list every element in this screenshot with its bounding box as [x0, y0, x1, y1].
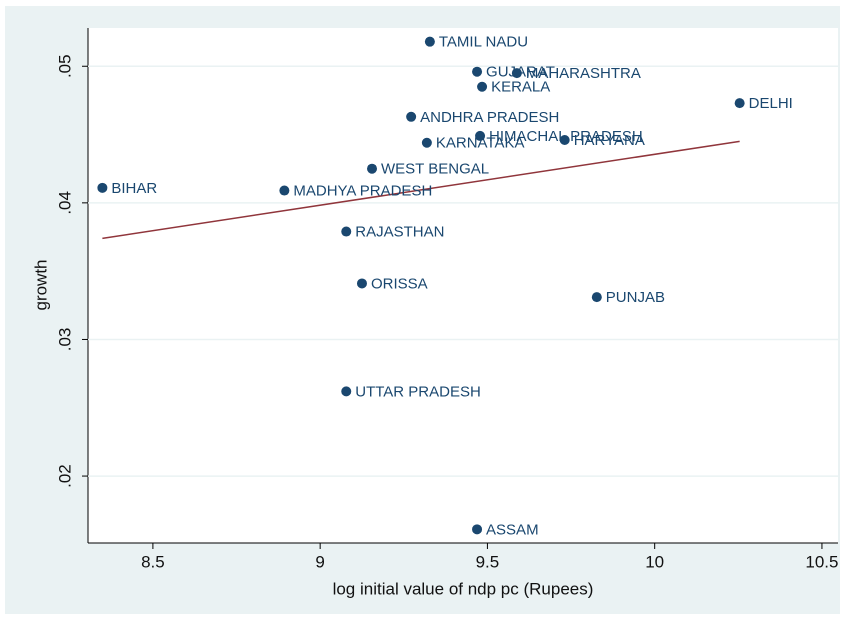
x-axis-title: log initial value of ndp pc (Rupees)	[333, 579, 594, 598]
point	[421, 137, 432, 148]
point	[356, 278, 367, 289]
point	[477, 81, 488, 92]
point-label: HARYANA	[574, 132, 645, 149]
y-tick-label: .02	[55, 464, 74, 488]
point	[97, 182, 108, 193]
point-label: ORISSA	[371, 275, 428, 292]
y-tick-label: .04	[55, 191, 74, 215]
y-tick-label: .05	[55, 54, 74, 78]
point	[367, 163, 378, 174]
point-label: ANDHRA PRADESH	[420, 109, 559, 126]
point	[406, 111, 417, 122]
point-label: KARNATAKA	[436, 135, 525, 152]
point	[734, 98, 745, 109]
x-tick-label: 9.5	[476, 552, 500, 571]
point-label: WEST BENGAL	[381, 161, 489, 178]
point	[591, 292, 602, 303]
point	[475, 130, 486, 141]
fit-line	[102, 140, 740, 240]
point-label: ASSAM	[486, 521, 539, 538]
point-label: DELHI	[749, 95, 793, 112]
point	[472, 524, 483, 535]
y-tick-label: .03	[55, 328, 74, 352]
plot-area	[88, 28, 838, 543]
x-tick-label: 10.5	[805, 552, 838, 571]
point	[472, 66, 483, 77]
point	[511, 68, 522, 79]
point-label: MAHARASHTRA	[526, 65, 641, 82]
point	[559, 135, 570, 146]
x-tick-label: 9	[315, 552, 324, 571]
point-label: UTTAR PRADESH	[355, 383, 481, 400]
point-label: TAMIL NADU	[439, 34, 528, 51]
point-label: BIHAR	[111, 180, 157, 197]
point-label: MADHYA PRADESH	[293, 183, 432, 200]
point-label: PUNJAB	[606, 289, 665, 306]
x-tick-label: 8.5	[141, 552, 165, 571]
x-tick-label: 10	[645, 552, 664, 571]
point	[424, 36, 435, 47]
point-label: KERALA	[491, 79, 550, 96]
point-label: RAJASTHAN	[355, 224, 444, 241]
point	[341, 386, 352, 397]
y-axis-title: growth	[31, 259, 50, 310]
point	[279, 185, 290, 196]
point	[341, 226, 352, 237]
